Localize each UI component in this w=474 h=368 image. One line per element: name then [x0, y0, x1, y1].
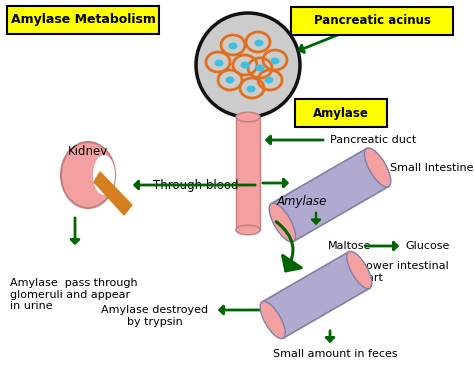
Ellipse shape — [347, 251, 372, 289]
Text: Amylase: Amylase — [313, 106, 369, 120]
Text: Pancreatic acinus: Pancreatic acinus — [314, 14, 430, 28]
Text: Small amount in feces: Small amount in feces — [273, 349, 397, 359]
Text: Amylase: Amylase — [277, 195, 327, 209]
Ellipse shape — [93, 155, 115, 195]
Ellipse shape — [365, 148, 391, 187]
Ellipse shape — [271, 57, 280, 64]
FancyBboxPatch shape — [7, 6, 159, 34]
FancyBboxPatch shape — [295, 99, 387, 127]
Text: Small Intestine: Small Intestine — [390, 163, 474, 173]
Text: Amylase  pass through
glomeruli and appear
in urine: Amylase pass through glomeruli and appea… — [10, 278, 137, 311]
Text: Pancreatic duct: Pancreatic duct — [330, 135, 416, 145]
Ellipse shape — [246, 85, 255, 92]
Text: Maltose: Maltose — [328, 241, 371, 251]
Text: Glucose: Glucose — [405, 241, 449, 251]
Ellipse shape — [260, 301, 285, 339]
Ellipse shape — [255, 39, 264, 46]
Ellipse shape — [236, 112, 260, 122]
Ellipse shape — [215, 60, 224, 67]
Text: Through blood: Through blood — [153, 178, 239, 191]
Polygon shape — [262, 252, 370, 338]
Ellipse shape — [236, 225, 260, 235]
Ellipse shape — [240, 61, 249, 68]
Ellipse shape — [228, 42, 237, 50]
Circle shape — [196, 13, 300, 117]
Text: Lower intestinal
part: Lower intestinal part — [360, 261, 449, 283]
Text: Amylase destroyed
by trypsin: Amylase destroyed by trypsin — [101, 305, 209, 327]
FancyBboxPatch shape — [291, 7, 453, 35]
Bar — [236, 117, 260, 230]
Ellipse shape — [269, 203, 295, 242]
Ellipse shape — [226, 77, 235, 84]
Polygon shape — [94, 172, 132, 215]
Ellipse shape — [264, 77, 273, 84]
Ellipse shape — [61, 142, 115, 208]
FancyArrowPatch shape — [276, 222, 301, 271]
Ellipse shape — [255, 64, 264, 71]
Text: Amylase Metabolism: Amylase Metabolism — [10, 14, 155, 26]
Text: Kidney: Kidney — [68, 145, 108, 159]
Polygon shape — [272, 148, 389, 241]
